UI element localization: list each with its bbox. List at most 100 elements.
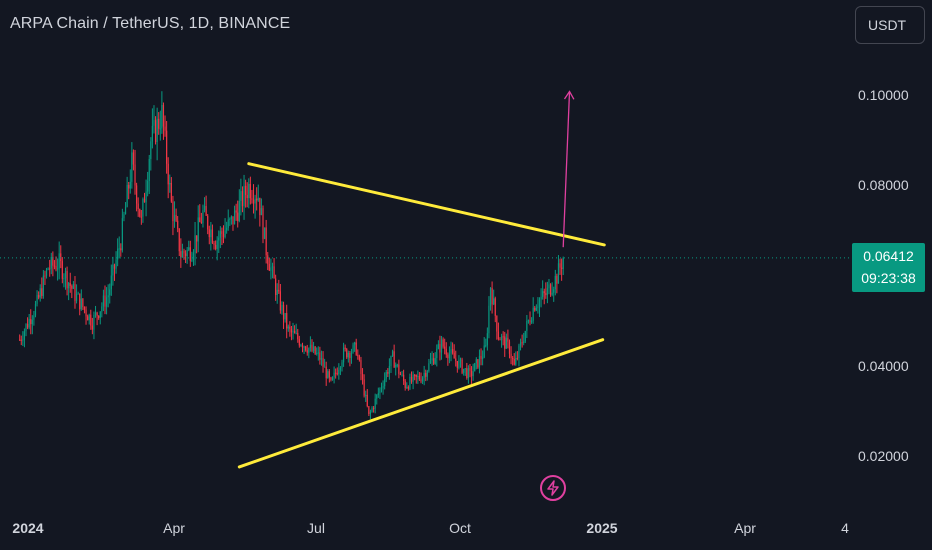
candle-body [260,208,263,216]
candle-body [407,386,409,389]
candle-body [398,364,400,374]
candle-body [442,339,444,347]
candle-body [240,191,242,202]
candle-body [456,360,458,368]
candle-body [270,267,272,271]
candle-body [53,265,56,267]
candle-body [94,312,97,315]
candle-body [475,359,477,364]
candle-body [403,374,405,381]
candle-body [259,197,261,216]
candle-body [327,371,329,379]
candle-body [347,352,349,358]
candle-body [109,289,111,296]
candle-body [159,128,161,130]
candle-body [148,159,150,182]
candle-body [390,355,392,367]
candle-body [500,336,503,341]
candle-body [418,376,421,380]
candle-body [423,372,425,378]
candle-body [252,199,255,204]
candle-body [263,227,266,239]
candle-body [34,303,37,316]
candle-body [399,373,402,375]
candle-body [325,366,327,379]
candle-body [453,352,455,359]
candle-body [330,377,332,380]
candle-body [77,293,79,295]
candle-body [380,387,383,389]
candle-body [401,374,403,376]
candle-body [396,364,398,366]
candle-body [551,292,553,295]
candle-body [80,298,82,310]
candle-body [74,284,76,301]
candle-body [91,325,93,330]
candle-body [482,357,484,359]
y-tick-label: 0.02000 [858,448,909,464]
candle-body [237,212,239,221]
candle-body [150,141,152,160]
alert-button[interactable] [540,475,566,501]
y-tick-label: 0.08000 [858,177,909,194]
candle-body [352,344,354,353]
candle-body [331,377,334,380]
candle-body [477,359,479,368]
candle-body [437,344,439,349]
candle-body [289,326,291,329]
candle-body [328,371,330,378]
candle-body [143,199,146,203]
candle-body [173,214,176,222]
projection-arrow-head [563,90,575,100]
candle-body [117,248,119,260]
candle-body [134,164,136,186]
candle-body [249,183,251,199]
candle-body [486,333,488,346]
candle-body [132,152,135,165]
candle-body [365,394,367,396]
candle-body [110,275,112,290]
candle-body [538,299,541,307]
currency-selector[interactable]: USDT [855,6,925,44]
candle-body [368,406,370,414]
candle-body [215,244,217,249]
candle-body [338,369,340,375]
candle-body [181,250,184,258]
candle-body [549,284,552,295]
candle-body [87,316,89,321]
candle-body [421,377,424,382]
candle-body [83,306,86,310]
candle-body [136,185,138,204]
candle-body [543,291,545,294]
candle-body [229,218,231,220]
candle-body [379,388,381,394]
candle-body [131,152,133,182]
candle-body [219,231,221,238]
candle-body [38,295,40,298]
candle-body [417,376,419,378]
candle-body [316,353,318,355]
candle-body [282,304,285,320]
candle-body [82,298,84,307]
candle-body [104,295,106,307]
candle-body [85,309,87,317]
candle-body [30,318,32,325]
candle-body [527,320,530,322]
candle-body [210,229,212,238]
candle-body [188,247,190,250]
candle-body [72,284,74,289]
x-tick-label: Apr [734,520,756,536]
candle-body [483,345,485,358]
candle-body [554,275,556,290]
candle-body [262,208,264,239]
candle-body [63,278,65,280]
candle-body [376,394,378,399]
candle-body [222,233,225,237]
candle-body [112,264,114,276]
candle-body [208,229,210,238]
candle-body [31,319,33,325]
candle-body [19,339,21,341]
candle-body [197,217,199,242]
candle-body [93,314,95,330]
